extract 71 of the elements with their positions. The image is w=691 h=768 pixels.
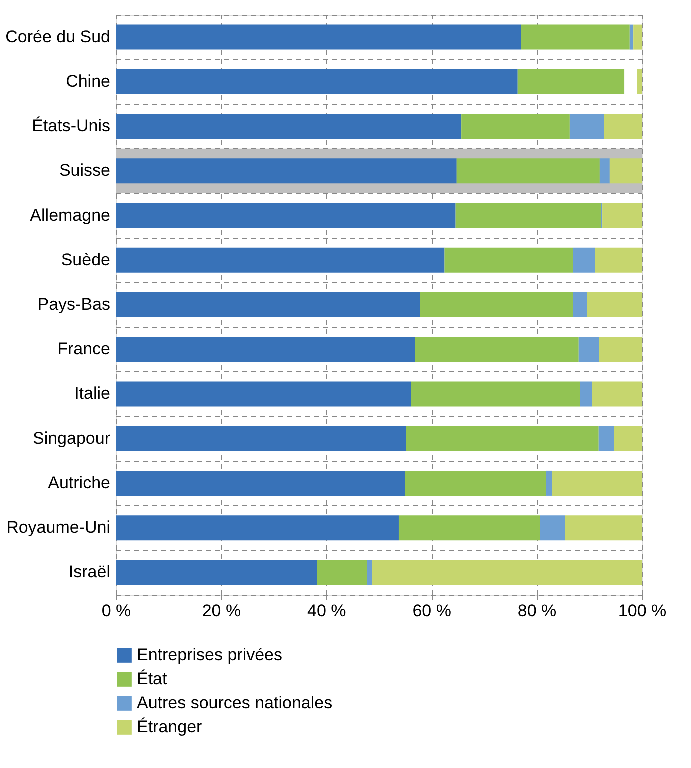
y-tick-label: Singapour bbox=[32, 428, 111, 448]
x-tick-label: 40 % bbox=[308, 602, 346, 620]
bar bbox=[602, 203, 642, 228]
bar bbox=[565, 516, 642, 541]
bar bbox=[592, 382, 642, 407]
bar bbox=[587, 292, 642, 318]
bar bbox=[367, 560, 372, 586]
bar bbox=[398, 516, 540, 541]
bar bbox=[630, 24, 634, 50]
bar bbox=[405, 470, 546, 496]
bar bbox=[406, 426, 599, 452]
bar bbox=[540, 516, 566, 541]
bar bbox=[580, 382, 592, 407]
bar bbox=[604, 114, 642, 140]
bar bbox=[116, 292, 420, 318]
bar bbox=[521, 24, 630, 50]
x-tick-label: 100 % bbox=[618, 602, 667, 620]
bar bbox=[372, 560, 642, 586]
bar bbox=[420, 292, 574, 318]
bar bbox=[116, 203, 456, 228]
bar bbox=[546, 470, 552, 496]
bar bbox=[456, 203, 602, 228]
bar bbox=[116, 382, 412, 407]
y-tick-label: Autriche bbox=[48, 473, 110, 492]
y-tick-label: Suède bbox=[61, 250, 110, 270]
bar bbox=[578, 337, 600, 362]
bar bbox=[600, 158, 610, 184]
bar bbox=[317, 560, 368, 586]
bar bbox=[595, 248, 642, 273]
bar bbox=[116, 337, 416, 362]
bar bbox=[456, 158, 600, 184]
bar bbox=[116, 426, 406, 452]
y-tick-label: Royaume-Uni bbox=[6, 518, 110, 538]
bar bbox=[116, 158, 457, 184]
y-tick-label: Chine bbox=[66, 72, 110, 91]
bar bbox=[614, 426, 642, 452]
bar bbox=[462, 114, 570, 140]
x-tick-label: 60 % bbox=[412, 602, 452, 620]
bar bbox=[116, 114, 462, 140]
y-tick-label: Italie bbox=[74, 384, 110, 404]
y-tick-label: Suisse bbox=[59, 161, 110, 180]
bar bbox=[415, 337, 579, 362]
x-tick-label: 20 % bbox=[202, 602, 242, 620]
legend-label: Étranger bbox=[137, 718, 203, 736]
y-tick-label: Pays-Bas bbox=[38, 295, 110, 314]
bar bbox=[599, 337, 642, 362]
bar bbox=[116, 470, 406, 496]
bar bbox=[552, 470, 642, 496]
bar bbox=[116, 248, 445, 273]
bar bbox=[116, 24, 522, 50]
x-tick-label: 80 % bbox=[518, 602, 557, 620]
bar bbox=[573, 248, 596, 273]
y-tick-label: Israël bbox=[68, 562, 110, 582]
bar bbox=[116, 69, 518, 94]
y-tick-label: Allemagne bbox=[30, 206, 110, 225]
legend-label: État bbox=[137, 670, 168, 688]
legend-label: Autres sources nationales bbox=[137, 694, 333, 712]
y-tick-label: États-Unis bbox=[32, 116, 110, 136]
y-tick-label: Corée du Sud bbox=[6, 27, 110, 46]
bar bbox=[610, 158, 642, 184]
bar bbox=[116, 516, 399, 541]
y-tick-label: France bbox=[58, 340, 110, 359]
legend-label: Entreprises privées bbox=[137, 646, 283, 664]
bar bbox=[573, 292, 588, 318]
bar bbox=[116, 560, 318, 586]
x-tick-label: 0 % bbox=[102, 602, 132, 620]
bar bbox=[570, 114, 604, 140]
bar bbox=[444, 248, 574, 273]
bar bbox=[598, 426, 614, 452]
bar bbox=[634, 24, 642, 50]
bar bbox=[411, 382, 580, 407]
